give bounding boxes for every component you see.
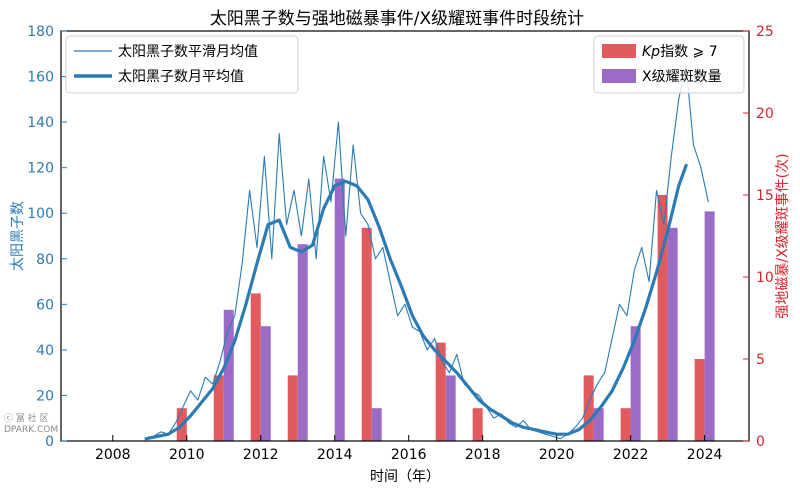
xflare-bar-2015 xyxy=(371,408,382,441)
xflare-bar-2011 xyxy=(223,309,234,441)
y-left-tick-label-180: 180 xyxy=(27,24,54,40)
kp-bar-2022 xyxy=(620,408,631,441)
xflare-bar-2021 xyxy=(593,408,604,441)
y-left-tick-label-100: 100 xyxy=(27,206,54,222)
watermark-line1: ⓒ 冨 社 区 xyxy=(4,414,49,424)
xflare-bar-2017 xyxy=(445,375,456,441)
y-left-tick-label-140: 140 xyxy=(27,115,54,131)
y-left-tick-label-60: 60 xyxy=(36,297,54,313)
x-tick-label-2024: 2024 xyxy=(687,447,723,463)
y-right-tick-label-5: 5 xyxy=(756,352,765,368)
y-left-tick-label-160: 160 xyxy=(27,70,54,86)
lines-layer xyxy=(144,64,709,441)
kp-bar-2023 xyxy=(657,195,668,441)
y-right-tick-label-20: 20 xyxy=(756,106,774,122)
kp-bar-2018 xyxy=(472,408,483,441)
x-tick-label-2010: 2010 xyxy=(169,447,205,463)
sunspot-smoothed-line xyxy=(145,64,709,440)
watermark-logo: ⓒ 冨 社 区 DPARK.COM xyxy=(4,414,58,436)
kp-bar-2011 xyxy=(213,375,224,441)
x-tick-label-2008: 2008 xyxy=(95,447,131,463)
x-tick-label-2016: 2016 xyxy=(391,447,427,463)
legend-thick-line-label: 太阳黑子数月平均值 xyxy=(118,69,244,85)
x-axis: 2008 2010 2012 2014 2016 2018 2020 2022 2024 xyxy=(95,435,723,463)
kp-bar-2017 xyxy=(435,342,446,441)
legend-kp-suffix: 指数 ⩾ 7 xyxy=(660,44,718,60)
legend-thin-line-label: 太阳黑子数平滑月均值 xyxy=(118,43,258,60)
y-right-tick-label-0: 0 xyxy=(756,434,765,450)
x-tick-label-2022: 2022 xyxy=(613,447,649,463)
kp-bar-2015 xyxy=(361,227,372,441)
plot-frame xyxy=(60,30,750,442)
xflare-bar-2024 xyxy=(704,211,715,441)
chart-title: 太阳黑子数与强地磁暴事件/X级耀斑事件时段统计 xyxy=(210,9,584,29)
y-left-tick-label-20: 20 xyxy=(36,388,54,404)
y-axis-right-label: 强地磁暴/X级耀斑事件(次) xyxy=(775,153,791,318)
legend-kp-prefix: Kp xyxy=(642,44,660,60)
legend-kp-swatch xyxy=(602,44,636,58)
y-left-tick-label-40: 40 xyxy=(36,343,54,359)
kp-bar-2024 xyxy=(694,359,705,441)
x-tick-label-2018: 2018 xyxy=(465,447,501,463)
x-axis-label: 时间（年） xyxy=(370,469,440,485)
y-left-tick-label-80: 80 xyxy=(36,252,54,268)
bars-layer xyxy=(176,178,715,441)
xflare-bar-2023 xyxy=(667,227,678,441)
y-right-tick-label-10: 10 xyxy=(756,270,774,286)
x-tick-label-2020: 2020 xyxy=(539,447,575,463)
kp-bar-2013 xyxy=(287,375,298,441)
watermark-line2: DPARK.COM xyxy=(4,425,59,435)
xflare-bar-2014 xyxy=(334,178,345,441)
xflare-bar-2012 xyxy=(260,326,271,441)
legend-xflare-label: X级耀斑数量 xyxy=(642,69,722,85)
y-left-tick-label-120: 120 xyxy=(27,161,54,177)
x-tick-label-2014: 2014 xyxy=(317,447,353,463)
legend-xflare-swatch xyxy=(602,69,636,83)
kp-bar-2021 xyxy=(583,375,594,441)
x-tick-label-2012: 2012 xyxy=(243,447,279,463)
legend-left: 太阳黑子数平滑月均值 太阳黑子数月平均值 xyxy=(65,35,299,94)
xflare-bar-2013 xyxy=(297,244,308,441)
y-axis-left: 0 20 40 60 80 100 120 140 160 180 xyxy=(27,24,67,450)
kp-bar-2012 xyxy=(250,293,261,441)
y-left-tick-label-0: 0 xyxy=(45,434,54,450)
legend-right: Kp指数 ⩾ 7 X级耀斑数量 xyxy=(593,35,745,94)
y-axis-left-label: 太阳黑子数 xyxy=(10,201,26,271)
y-axis-right: 0 5 10 15 20 25 xyxy=(743,24,774,450)
xflare-bar-2022 xyxy=(630,326,641,441)
y-right-tick-label-15: 15 xyxy=(756,188,774,204)
legend-kp-label: Kp指数 ⩾ 7 xyxy=(642,44,718,60)
y-right-tick-label-25: 25 xyxy=(756,24,774,40)
sunspot-monthly-mean-line xyxy=(144,163,688,441)
